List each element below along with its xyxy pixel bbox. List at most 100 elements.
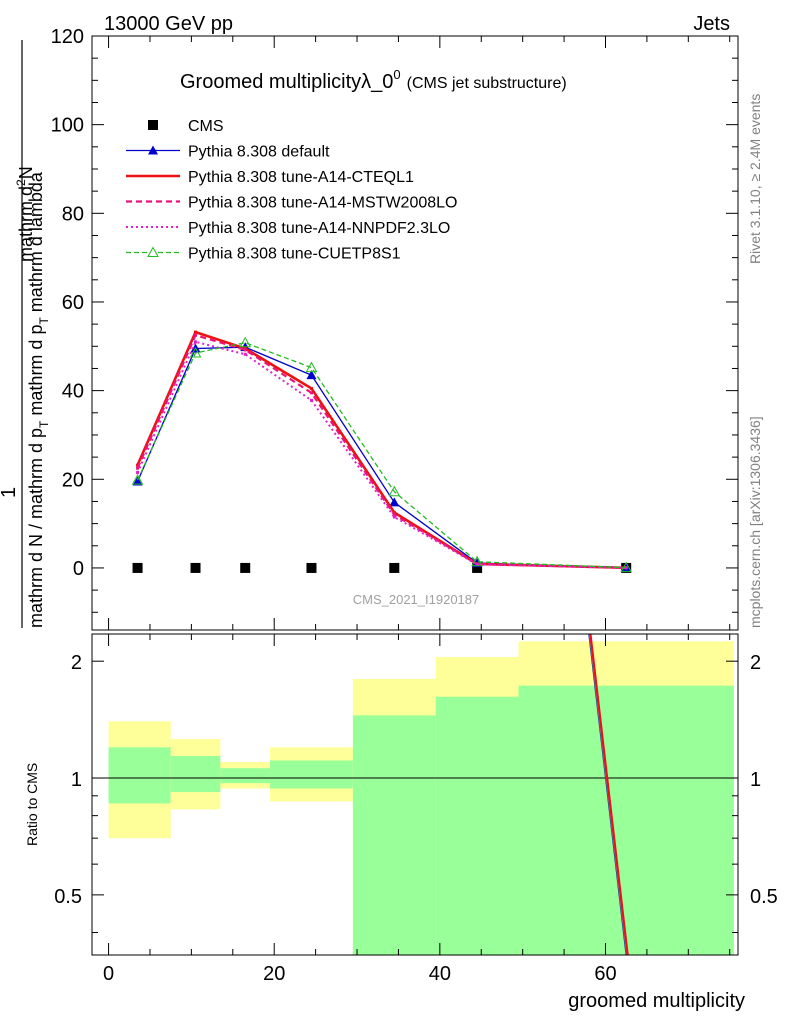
data-point-cms xyxy=(389,562,400,573)
x-axis-label: groomed multiplicity xyxy=(568,990,745,1012)
data-point-cuetp8s1 xyxy=(388,485,401,497)
ratio-band-green xyxy=(518,685,734,955)
series-line xyxy=(136,333,627,569)
y-label-numerator: 1 xyxy=(0,487,20,498)
x-tick-label: 0 xyxy=(103,963,114,985)
legend: CMS Pythia 8.308 default Pythia 8.308 tune… xyxy=(126,118,457,263)
data-point xyxy=(392,511,396,515)
legend-entry: Pythia 8.308 default xyxy=(126,144,330,161)
header-right: Jets xyxy=(693,13,730,35)
legend-label: Pythia 8.308 tune-A14-NNPDF2.3LO xyxy=(188,220,450,237)
x-tick-label: 40 xyxy=(429,963,451,985)
ratio-band-green xyxy=(270,760,353,789)
data-point xyxy=(392,515,396,519)
data-point-cms xyxy=(132,562,143,573)
ratio-ticks: 0.5 0.51 12 20 20 40 60 xyxy=(54,634,778,985)
series-line xyxy=(136,330,627,570)
legend-label: Pythia 8.308 tune-A14-CTEQL1 xyxy=(188,169,414,186)
data-point-cuetp8s1 xyxy=(131,474,144,485)
data-point-cuetp8s1 xyxy=(239,336,252,348)
mcplots-label: mcplots.cern.ch [arXiv:1306.3436] xyxy=(747,416,763,628)
y-tick-label: 80 xyxy=(62,203,84,225)
legend-entry: Pythia 8.308 tune-A14-MSTW2008LO xyxy=(126,195,457,212)
series-3 xyxy=(136,333,628,570)
ratio-y-tick-label: 2 xyxy=(71,652,82,674)
main-series xyxy=(131,330,633,573)
data-point xyxy=(243,348,247,352)
ratio-lines xyxy=(92,633,738,956)
data-point-default xyxy=(306,370,317,380)
series-2 xyxy=(136,330,628,570)
data-point xyxy=(194,333,198,337)
legend-entry: Pythia 8.308 tune-A14-CTEQL1 xyxy=(126,169,414,186)
data-point-cms xyxy=(190,562,201,573)
x-tick-label: 60 xyxy=(594,963,616,985)
y-tick-label: 120 xyxy=(51,26,84,48)
ratio-panel: 0.5 0.51 12 20 20 40 60 xyxy=(54,633,778,985)
data-point xyxy=(136,463,140,467)
data-point-default xyxy=(132,476,143,486)
ratio-y-tick-label-right: 2 xyxy=(750,652,761,674)
plot-title: Groomed multiplicityλ_00(CMS jet substru… xyxy=(180,67,567,93)
data-point-cuetp8s1 xyxy=(620,561,633,573)
main-ticks: 0 20 40 60 80 100 120 xyxy=(51,26,738,630)
data-point-cuetp8s1 xyxy=(305,361,318,373)
x-tick-label: 20 xyxy=(263,963,285,985)
data-point-cms xyxy=(306,562,317,573)
data-point xyxy=(392,513,396,517)
legend-entry: Pythia 8.308 tune-CUETP8S1 xyxy=(126,246,401,263)
ratio-band-green xyxy=(108,747,171,804)
analysis-id: CMS_2021_I1920187 xyxy=(353,592,480,607)
data-point xyxy=(309,391,313,395)
series-4 xyxy=(136,340,628,570)
data-point xyxy=(136,466,140,470)
legend-entry: Pythia 8.308 tune-A14-NNPDF2.3LO xyxy=(126,220,450,237)
ratio-frame xyxy=(91,633,739,956)
data-point-cms xyxy=(472,562,483,573)
y-tick-label: 0 xyxy=(73,558,84,580)
series-1 xyxy=(132,342,632,572)
ratio-y-label: Ratio to CMS xyxy=(24,763,40,846)
y-axis-label: 1 mathrm d N / mathrm d pT mathrm d pT m… xyxy=(0,40,51,628)
data-point xyxy=(243,352,247,356)
legend-label: Pythia 8.308 tune-CUETP8S1 xyxy=(188,246,401,263)
ratio-y-tick-label: 1 xyxy=(71,769,82,791)
ratio-y-tick-label-right: 0.5 xyxy=(750,886,778,908)
ratio-band-green xyxy=(170,755,221,793)
data-point-cuetp8s1 xyxy=(189,346,202,358)
series-5 xyxy=(131,336,633,573)
legend-label: Pythia 8.308 tune-A14-MSTW2008LO xyxy=(188,195,457,212)
data-point xyxy=(194,330,198,334)
legend-marker xyxy=(147,246,159,257)
series-line xyxy=(136,342,627,569)
ratio-band-green xyxy=(352,715,436,955)
data-point xyxy=(194,340,198,344)
data-point-cuetp8s1 xyxy=(471,555,483,567)
y-tick-label: 60 xyxy=(62,292,84,314)
legend-marker-cms xyxy=(148,120,158,130)
y-tick-label: 100 xyxy=(51,115,84,137)
series-0 xyxy=(132,562,632,573)
ratio-band-green xyxy=(220,768,271,784)
ratio-band-green xyxy=(435,696,519,955)
data-point-default xyxy=(389,497,400,507)
data-point xyxy=(309,386,313,390)
y-label-rhs: mathrm d2N xyxy=(14,166,36,262)
series-line xyxy=(136,346,627,569)
legend-label: Pythia 8.308 default xyxy=(188,144,330,161)
data-point-cms xyxy=(240,562,251,573)
legend-marker xyxy=(148,145,158,155)
y-tick-label: 40 xyxy=(62,381,84,403)
series-line xyxy=(136,340,627,569)
main-frame xyxy=(91,35,739,631)
ratio-series-line xyxy=(589,633,629,956)
data-point xyxy=(136,471,140,475)
ratio-bands xyxy=(108,641,734,955)
data-point xyxy=(624,566,628,570)
header-left: 13000 GeV pp xyxy=(104,13,233,35)
ratio-y-tick-label: 0.5 xyxy=(54,886,82,908)
y-tick-label: 20 xyxy=(62,469,84,491)
rivet-label: Rivet 3.1.10, ≥ 2.4M events xyxy=(747,94,763,264)
legend-label: CMS xyxy=(188,118,224,135)
